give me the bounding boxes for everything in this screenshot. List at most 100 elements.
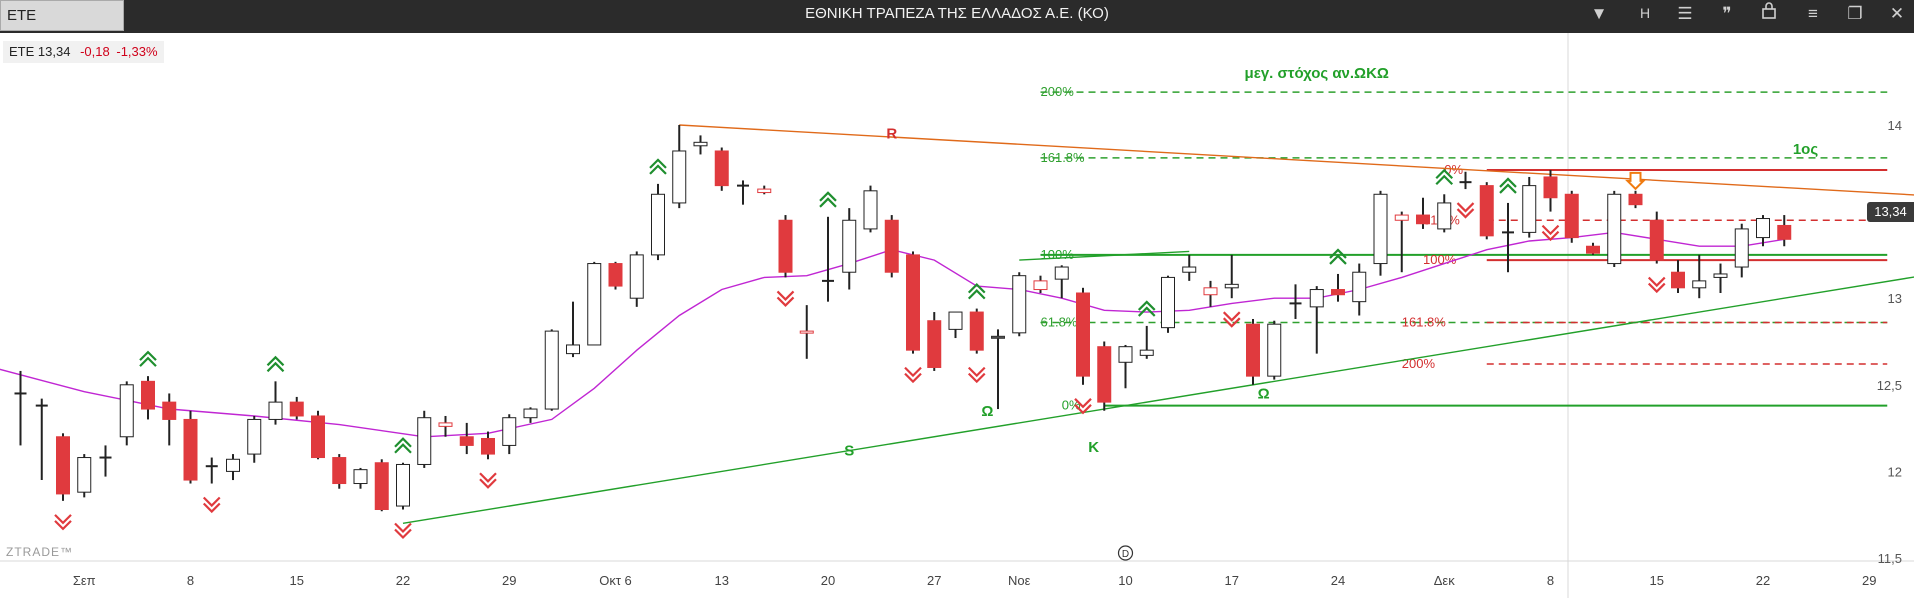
restore-icon[interactable]: ❐: [1847, 4, 1863, 23]
candle-body: [353, 469, 368, 485]
trendline-neckline-left: [1019, 250, 1190, 261]
buy-signal-icon: [967, 283, 986, 300]
candle: [842, 208, 857, 290]
candle: [1118, 344, 1133, 389]
candle: [1522, 176, 1537, 238]
candle: [1734, 223, 1749, 278]
x-tick-label: 29: [1862, 573, 1876, 588]
chart-annotation: R: [886, 126, 897, 143]
candle-body: [1607, 193, 1622, 265]
x-tick-label: 20: [821, 573, 835, 588]
chevron-down-icon[interactable]: ▼: [1590, 4, 1608, 23]
candle: [884, 215, 899, 278]
candle-body: [1671, 271, 1685, 289]
dividend-marker-icon: [1117, 545, 1134, 561]
candle: [247, 415, 262, 463]
fib-level-label: 100%: [1423, 252, 1457, 267]
buy-signal-icon: [394, 437, 412, 454]
candle-body: [1267, 323, 1282, 377]
candle: [438, 415, 453, 437]
candle: [651, 183, 665, 261]
chart-annotation: Ω: [1258, 385, 1270, 402]
candle: [1692, 254, 1707, 299]
list-settings-icon[interactable]: ☰: [1677, 4, 1693, 23]
candle: [1543, 170, 1558, 212]
candle: [1713, 263, 1728, 294]
candle-body: [1246, 323, 1260, 377]
h-button[interactable]: H: [1639, 5, 1651, 21]
x-tick-label: 8: [187, 573, 194, 588]
x-tick-label: 22: [1756, 573, 1770, 588]
chat-icon[interactable]: ❞: [1722, 4, 1732, 23]
dividend-marker-letter: D: [1122, 549, 1129, 560]
candle: [311, 410, 325, 460]
lock-icon[interactable]: [1752, 0, 1786, 28]
sell-signal-icon: [1456, 202, 1475, 219]
quote-last: 13,34: [37, 44, 71, 59]
candle: [183, 410, 198, 484]
candle-body: [566, 344, 580, 355]
candle-body: [863, 190, 878, 230]
menu-icon[interactable]: ≡: [1808, 4, 1818, 23]
title-bar: ETE ΕΘΝΙΚΗ ΤΡΑΠΕΖΑ ΤΗΣ ΕΛΛΑΔΟΣ Α.Ε. (ΚΟ)…: [0, 0, 1914, 33]
sell-signal-icon: [1074, 398, 1092, 415]
sell-signal-icon: [394, 522, 412, 540]
candle-body: [502, 417, 517, 446]
x-tick-label: 15: [1650, 573, 1664, 588]
candle: [332, 454, 347, 489]
candle: [672, 125, 687, 209]
candle-body: [1139, 349, 1154, 356]
candle: [1331, 273, 1345, 302]
candle: [141, 376, 155, 420]
x-tick-label: 8: [1547, 573, 1554, 588]
x-tick-label: 13: [715, 573, 729, 588]
candle: [1076, 287, 1090, 385]
sell-signal-icon: [904, 366, 922, 384]
candle-body: [672, 150, 687, 204]
fib-level-label: 61.8%: [1041, 314, 1078, 329]
x-tick-label: Νοε: [1008, 573, 1031, 588]
candle-body: [1033, 280, 1048, 291]
x-tick-label: 15: [290, 573, 304, 588]
candle-body: [1564, 193, 1579, 239]
candle: [1437, 194, 1452, 233]
candle: [1777, 215, 1792, 247]
buy-signal-icon: [1499, 177, 1517, 194]
candle: [1182, 254, 1197, 281]
candle: [1373, 190, 1388, 276]
candle-body: [77, 457, 92, 493]
candle-body: [757, 188, 772, 194]
candle-body: [1394, 214, 1409, 221]
candle: [778, 215, 793, 278]
candle-body: [778, 219, 793, 273]
candle: [1394, 211, 1409, 273]
candle: [1756, 215, 1770, 247]
trendline-support-S: [402, 276, 1914, 525]
candle-body: [544, 330, 559, 410]
candle: [1649, 211, 1664, 264]
candle: [1012, 272, 1027, 337]
candle: [523, 407, 538, 423]
candle-body: [183, 418, 198, 481]
candle-body: [1012, 275, 1027, 334]
symbol-input[interactable]: ETE: [0, 0, 124, 31]
candle: [226, 454, 240, 481]
candle-body: [799, 330, 814, 334]
candle-body: [1373, 193, 1388, 265]
candle-body: [459, 436, 474, 446]
candle-body: [629, 254, 644, 299]
chart-annotation: Ω: [981, 403, 993, 420]
candle-body: [1437, 202, 1452, 230]
candle: [927, 312, 942, 371]
candle-body: [226, 458, 240, 472]
candle-body: [969, 311, 984, 351]
candle: [417, 410, 432, 468]
y-tick-label: 12,5: [1877, 378, 1902, 393]
candle-body: [714, 150, 729, 187]
candle: [566, 301, 580, 358]
y-tick-label: 13: [1888, 291, 1902, 306]
candle: [948, 311, 963, 339]
candle: [1033, 275, 1048, 294]
close-icon[interactable]: ✕: [1889, 4, 1905, 23]
